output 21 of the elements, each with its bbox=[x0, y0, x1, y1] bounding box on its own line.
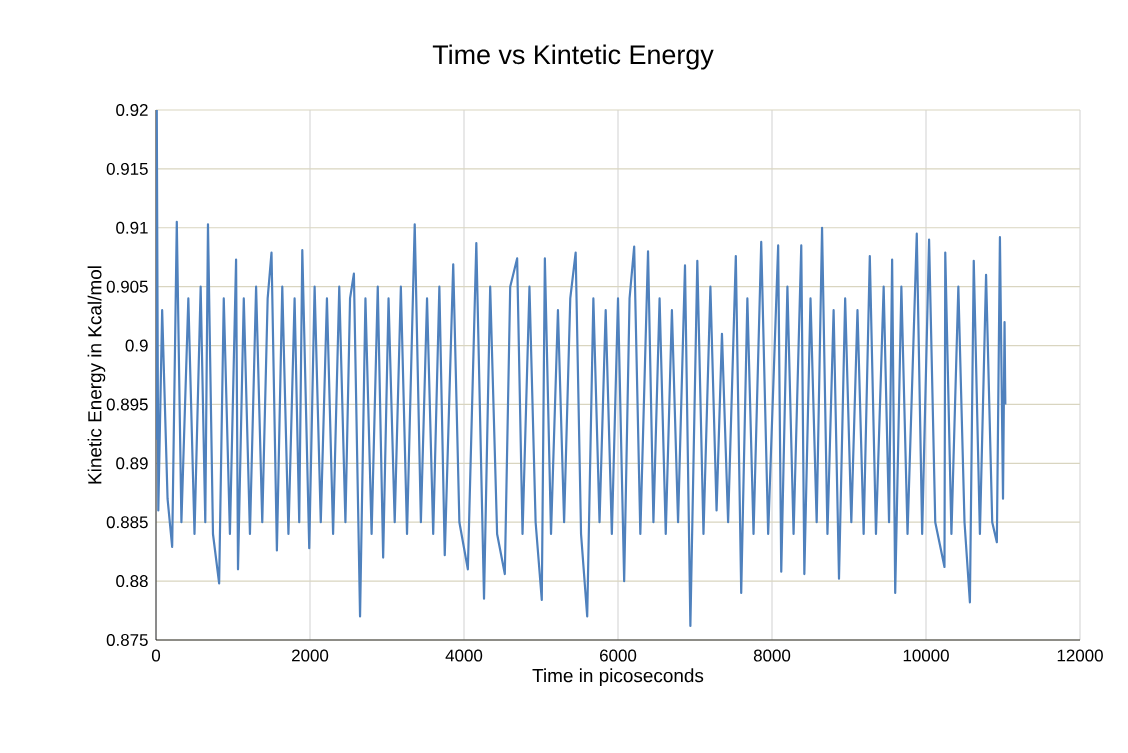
x-tick-label: 10000 bbox=[903, 649, 949, 662]
x-tick-label: 2000 bbox=[292, 649, 329, 662]
y-tick-label: 0.88 bbox=[116, 575, 148, 588]
y-tick-label: 0.875 bbox=[106, 634, 148, 646]
y-tick-label: 0.89 bbox=[116, 457, 148, 470]
y-tick-label: 0.905 bbox=[106, 280, 148, 293]
x-tick-label: 6000 bbox=[600, 649, 637, 662]
y-tick-label: 0.915 bbox=[106, 162, 148, 175]
y-tick-label: 0.91 bbox=[116, 221, 148, 234]
x-axis-title: Time in picoseconds bbox=[532, 668, 704, 686]
y-tick-label: 0.92 bbox=[116, 104, 148, 116]
y-axis-title: Kinetic Energy in Kcal/mol bbox=[87, 266, 106, 484]
y-tick-label: 0.895 bbox=[106, 398, 148, 411]
chart-title: Time vs Kintetic Energy bbox=[432, 44, 714, 70]
line-series bbox=[156, 110, 1007, 627]
x-tick-label: 4000 bbox=[445, 649, 483, 662]
x-tick-label: 8000 bbox=[753, 649, 791, 662]
x-tick-label: 12000 bbox=[1057, 649, 1103, 662]
y-tick-label: 0.885 bbox=[106, 516, 148, 529]
y-tick-label: 0.9 bbox=[125, 339, 148, 352]
x-tick-label: 0 bbox=[151, 649, 161, 662]
